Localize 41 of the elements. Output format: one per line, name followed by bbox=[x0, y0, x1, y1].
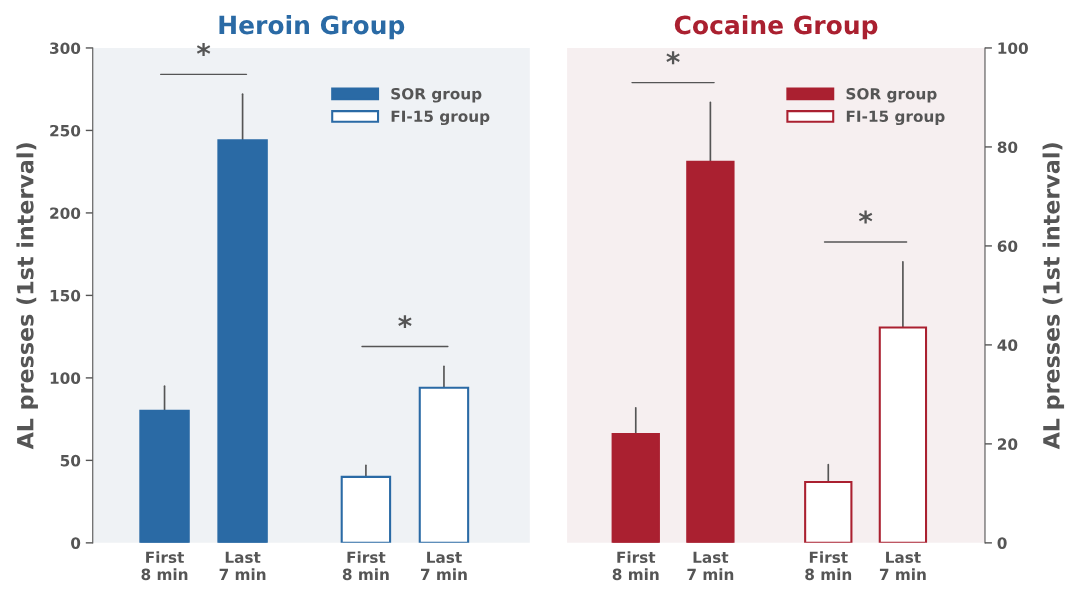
bar bbox=[418, 386, 470, 543]
bar bbox=[804, 480, 853, 543]
y-tick-label: 50 bbox=[60, 454, 81, 467]
bar bbox=[139, 409, 190, 543]
y2-tick-label: 60 bbox=[997, 240, 1018, 252]
chart-title: Heroin Group bbox=[219, 15, 405, 40]
x-tick-label: Last 7 min bbox=[219, 551, 266, 580]
legend-label: SOR group bbox=[391, 87, 482, 103]
bar bbox=[878, 326, 928, 543]
bar bbox=[217, 139, 268, 543]
annotation: * bbox=[398, 315, 412, 329]
y2-tick-label: 40 bbox=[997, 339, 1018, 351]
y2-axis-title: AL presses (1st interval) bbox=[1042, 143, 1065, 450]
y2-tick-label: 100 bbox=[998, 42, 1028, 54]
y-tick-label: 250 bbox=[50, 124, 81, 137]
x-tick-label: Last 7 min bbox=[420, 551, 467, 580]
y-axis-title: AL presses (1st interval) bbox=[16, 143, 38, 450]
x-tick-label: Last 7 min bbox=[687, 551, 734, 580]
y-tick-label: 100 bbox=[50, 372, 81, 384]
bar bbox=[611, 432, 660, 543]
legend-label: FI-15 group bbox=[391, 110, 490, 126]
x-tick-label: First 8 min bbox=[342, 551, 389, 581]
annotation: * bbox=[858, 210, 873, 224]
annotation: * bbox=[196, 43, 211, 56]
y-tick-label: 300 bbox=[50, 42, 81, 54]
legend-label: SOR group bbox=[846, 87, 937, 103]
bar bbox=[686, 160, 735, 543]
annotation: * bbox=[666, 51, 680, 65]
x-tick-label: First 8 min bbox=[141, 551, 188, 581]
x-tick-label: First 8 min bbox=[612, 551, 659, 581]
y-tick-label: 200 bbox=[50, 207, 81, 219]
y2-tick-label: 0 bbox=[997, 537, 1007, 549]
y-tick-label: 150 bbox=[50, 289, 81, 302]
y2-tick-label: 20 bbox=[998, 438, 1018, 450]
x-tick-label: Last 7 min bbox=[879, 551, 926, 580]
x-tick-label: First 8 min bbox=[805, 551, 852, 581]
y-tick-label: 0 bbox=[71, 537, 81, 549]
bar bbox=[340, 475, 392, 543]
chart-title: Cocaine Group bbox=[674, 15, 878, 40]
y2-tick-label: 80 bbox=[997, 141, 1018, 153]
legend-label: FI-15 group bbox=[846, 110, 945, 126]
